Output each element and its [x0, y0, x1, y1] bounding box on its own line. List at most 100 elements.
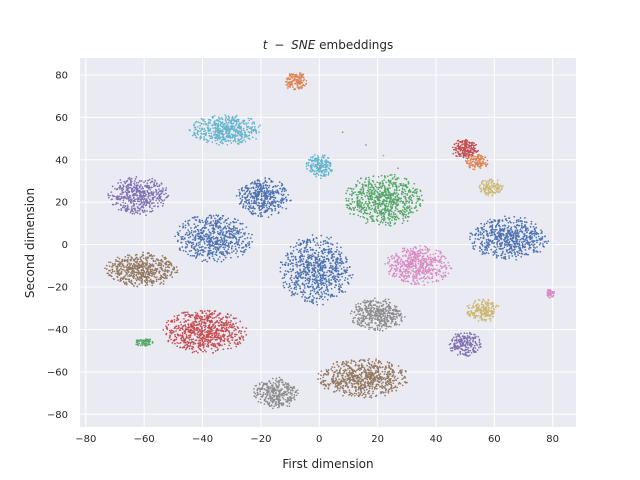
data-point: [304, 266, 307, 269]
data-point: [505, 232, 508, 235]
data-point: [309, 275, 312, 278]
data-point: [285, 189, 287, 192]
data-point: [294, 82, 297, 85]
data-point: [395, 192, 398, 194]
data-point: [240, 129, 243, 132]
data-point: [230, 230, 232, 233]
data-point: [315, 237, 318, 240]
data-point: [388, 273, 391, 275]
data-point: [467, 149, 470, 152]
data-point: [288, 83, 291, 85]
data-point: [228, 236, 231, 239]
data-point: [186, 246, 188, 248]
data-point: [411, 253, 414, 256]
data-point: [258, 205, 261, 208]
data-point: [257, 194, 260, 197]
data-point: [232, 220, 234, 223]
data-point: [307, 297, 309, 300]
data-point: [470, 146, 473, 149]
data-point: [400, 273, 403, 276]
data-point: [479, 184, 481, 187]
data-point: [138, 210, 140, 212]
data-point: [407, 180, 410, 183]
data-point: [152, 198, 155, 201]
data-point: [166, 196, 168, 198]
data-point: [336, 249, 338, 251]
data-point: [142, 187, 145, 190]
data-point: [165, 187, 168, 189]
data-point: [241, 196, 244, 199]
data-point: [187, 253, 189, 256]
data-point: [117, 208, 120, 211]
data-point: [192, 238, 194, 241]
data-point: [330, 267, 333, 269]
data-point: [243, 249, 246, 252]
data-point: [299, 78, 302, 81]
data-point: [210, 217, 213, 219]
data-point: [133, 180, 136, 182]
data-point: [241, 228, 244, 230]
data-point: [186, 234, 189, 237]
data-point: [285, 283, 288, 285]
data-point: [372, 180, 375, 183]
data-point: [157, 205, 160, 208]
data-point: [383, 209, 386, 211]
data-point: [290, 255, 293, 258]
data-point: [253, 122, 256, 125]
data-point: [381, 185, 384, 188]
data-point: [358, 207, 361, 209]
data-point: [237, 255, 239, 258]
data-point: [442, 272, 445, 274]
data-point: [294, 75, 297, 77]
data-point: [352, 206, 354, 209]
data-point: [138, 198, 141, 200]
data-point: [305, 246, 307, 249]
data-point: [313, 297, 315, 299]
data-point: [472, 168, 474, 171]
data-point: [125, 210, 127, 213]
data-point: [266, 196, 269, 199]
data-point: [381, 221, 384, 224]
data-point: [323, 271, 326, 274]
data-point: [238, 122, 241, 124]
data-point: [320, 163, 322, 165]
data-point: [134, 200, 136, 203]
data-point: [435, 249, 438, 252]
data-point: [437, 250, 440, 252]
data-point: [299, 276, 302, 279]
data-point: [225, 218, 228, 221]
data-point: [236, 118, 239, 121]
data-point: [351, 193, 353, 196]
data-point: [295, 73, 298, 76]
data-point: [141, 198, 144, 200]
data-point: [227, 127, 230, 130]
data-point: [276, 204, 279, 206]
data-point: [241, 121, 244, 124]
data-point: [118, 195, 121, 198]
data-point: [333, 256, 335, 258]
data-point: [264, 177, 267, 179]
data-point: [213, 127, 216, 129]
data-point: [317, 162, 320, 165]
data-point: [199, 249, 202, 252]
data-point: [316, 290, 319, 293]
data-point: [400, 259, 403, 261]
data-point: [489, 190, 492, 193]
data-point: [231, 136, 234, 139]
data-point: [231, 122, 234, 125]
data-point: [492, 184, 495, 187]
data-point: [142, 190, 145, 192]
data-point: [414, 262, 417, 264]
data-point: [250, 212, 253, 214]
data-point: [250, 194, 252, 196]
data-point: [227, 248, 230, 251]
data-point: [311, 248, 314, 251]
data-point: [364, 195, 367, 198]
data-point: [424, 258, 426, 260]
data-point: [329, 264, 332, 267]
data-point: [135, 176, 138, 178]
data-point: [290, 274, 293, 277]
data-point: [410, 196, 413, 199]
data-point: [243, 193, 246, 195]
data-point: [129, 200, 132, 203]
